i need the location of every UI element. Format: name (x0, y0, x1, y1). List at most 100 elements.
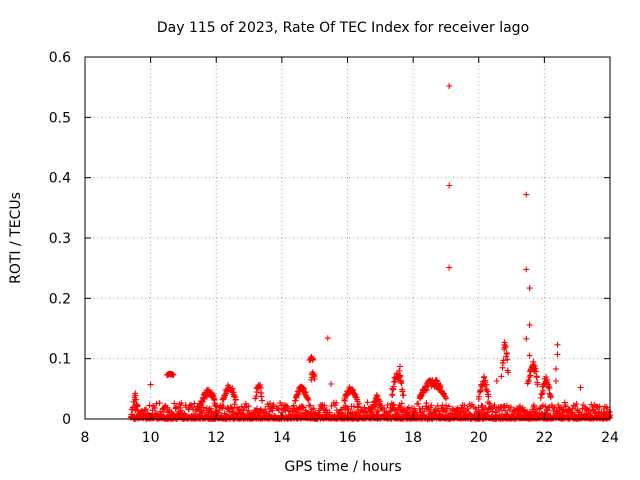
data-point (496, 407, 503, 414)
data-point (259, 397, 266, 404)
data-point (386, 408, 393, 415)
data-point (540, 387, 546, 394)
data-point (333, 399, 340, 406)
x-tick-label: 12 (207, 430, 225, 446)
data-point (397, 379, 404, 385)
data-point (156, 400, 163, 407)
data-point (226, 408, 233, 415)
data-point (354, 404, 361, 411)
y-tick-label: 0.2 (49, 291, 71, 307)
data-point (304, 395, 311, 402)
data-point (498, 373, 505, 380)
data-point (525, 377, 532, 384)
data-point (284, 403, 291, 410)
data-point (397, 372, 404, 379)
data-point (577, 384, 584, 391)
grid-lines (85, 57, 610, 419)
data-point (503, 351, 510, 357)
data-point (405, 404, 412, 411)
data-point (489, 408, 496, 415)
data-point (309, 357, 316, 364)
data-point (446, 182, 453, 189)
data-point (533, 368, 539, 375)
data-point (146, 402, 153, 409)
data-point (554, 341, 561, 348)
data-point (220, 403, 227, 410)
data-point (171, 400, 178, 407)
data-point (443, 402, 449, 409)
data-point (376, 401, 383, 408)
data-point (546, 390, 553, 397)
data-point (310, 405, 317, 412)
data-point (485, 393, 492, 400)
axis-ticks (84, 56, 611, 420)
data-point (446, 403, 452, 410)
data-point (270, 401, 277, 408)
data-point (489, 405, 496, 412)
data-point (606, 408, 612, 415)
data-point (381, 405, 387, 412)
data-point (531, 402, 537, 409)
data-point (531, 362, 538, 369)
data-point (580, 401, 587, 408)
data-point (269, 407, 276, 414)
data-point (229, 405, 236, 412)
data-point (326, 409, 333, 416)
data-point (311, 376, 318, 382)
data-point (596, 403, 603, 410)
data-point (523, 191, 530, 198)
data-point (569, 405, 576, 412)
data-point (446, 83, 453, 89)
x-tick-label: 16 (339, 430, 357, 446)
data-point (230, 389, 237, 396)
data-point (428, 402, 435, 409)
y-tick-label: 0.4 (49, 171, 71, 187)
data-point (354, 398, 361, 405)
data-point (443, 395, 449, 402)
data-point (305, 397, 312, 403)
data-point (562, 402, 569, 409)
data-point (527, 372, 534, 379)
data-point (301, 385, 307, 392)
data-point (228, 404, 234, 411)
data-point (461, 402, 468, 409)
data-point (537, 395, 544, 401)
x-tick-label: 22 (535, 430, 553, 446)
data-point (505, 369, 512, 376)
data-point (232, 396, 239, 403)
data-point (208, 405, 214, 412)
data-point (601, 409, 608, 416)
data-point (543, 374, 550, 380)
data-point (323, 406, 330, 413)
data-point (132, 392, 139, 399)
data-point (141, 407, 148, 413)
data-point (486, 400, 493, 407)
data-point (213, 403, 219, 410)
data-point (198, 399, 205, 406)
data-point (292, 397, 299, 404)
data-point (384, 402, 391, 409)
y-tick-label: 0.5 (49, 110, 71, 126)
data-point (542, 403, 549, 410)
x-tick-label: 8 (81, 430, 90, 446)
data-point (554, 351, 561, 358)
data-point (590, 406, 597, 413)
data-point (526, 285, 533, 292)
data-point (373, 408, 380, 415)
data-point (324, 335, 331, 342)
y-tick-label: 0.1 (49, 352, 71, 368)
data-point (481, 374, 488, 381)
data-point (519, 404, 526, 411)
data-point (390, 401, 397, 408)
data-point (552, 365, 559, 372)
data-point (500, 404, 507, 411)
data-point (526, 373, 533, 380)
data-point (544, 407, 551, 414)
data-point (544, 410, 550, 416)
data-point (257, 381, 264, 388)
data-point (245, 407, 252, 414)
data-point (245, 403, 252, 410)
data-point (328, 403, 335, 409)
data-point (392, 379, 398, 385)
